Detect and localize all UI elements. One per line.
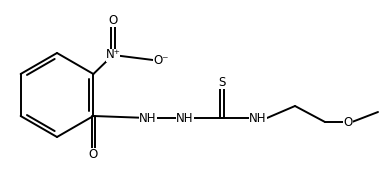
Text: NH: NH [249,111,267,124]
Text: O: O [108,14,118,27]
Text: NH: NH [176,111,194,124]
Text: O: O [89,148,98,161]
Text: NH: NH [139,111,157,124]
Text: N⁺: N⁺ [106,48,120,62]
Text: O: O [343,116,353,129]
Text: O⁻: O⁻ [153,54,168,67]
Text: S: S [218,75,226,88]
